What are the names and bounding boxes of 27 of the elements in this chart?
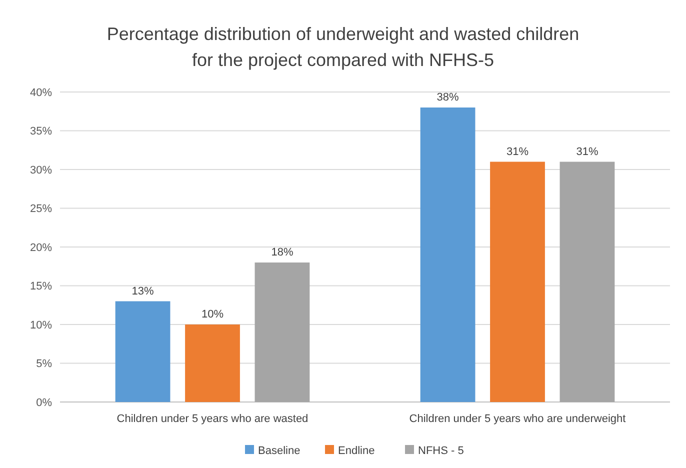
y-tick-label: 15%: [30, 280, 52, 293]
bar: [560, 162, 615, 402]
legend-label: NFHS - 5: [418, 444, 464, 457]
y-tick-label: 30%: [30, 164, 52, 176]
y-tick-label: 0%: [36, 396, 52, 409]
legend-label: Baseline: [258, 444, 300, 457]
y-tick-label: 35%: [30, 126, 52, 138]
x-tick-label: Children under 5 years who are wasted: [116, 413, 308, 425]
y-tick-label: 20%: [30, 242, 52, 254]
x-tick-label: Children under 5 years who are underweight: [409, 413, 626, 425]
data-label: 31%: [576, 146, 598, 158]
bar: [254, 262, 310, 402]
data-label: 13%: [132, 285, 154, 298]
bar: [185, 324, 240, 402]
data-label: 38%: [436, 92, 459, 104]
data-label: 10%: [201, 308, 224, 320]
y-tick-label: 5%: [36, 358, 52, 370]
data-label: 18%: [271, 246, 294, 258]
chart-title: Percentage distribution of underweight and wasted children for the project compared with NFHS-5: [106, 24, 580, 70]
y-tick-label: 40%: [30, 86, 52, 99]
bar: [115, 301, 170, 402]
data-label: 31%: [506, 146, 529, 158]
bar: [420, 108, 476, 402]
bar: [490, 162, 545, 402]
y-tick-label: 10%: [30, 319, 52, 332]
y-tick-label: 25%: [30, 203, 52, 216]
legend-label: Endline: [338, 444, 375, 457]
